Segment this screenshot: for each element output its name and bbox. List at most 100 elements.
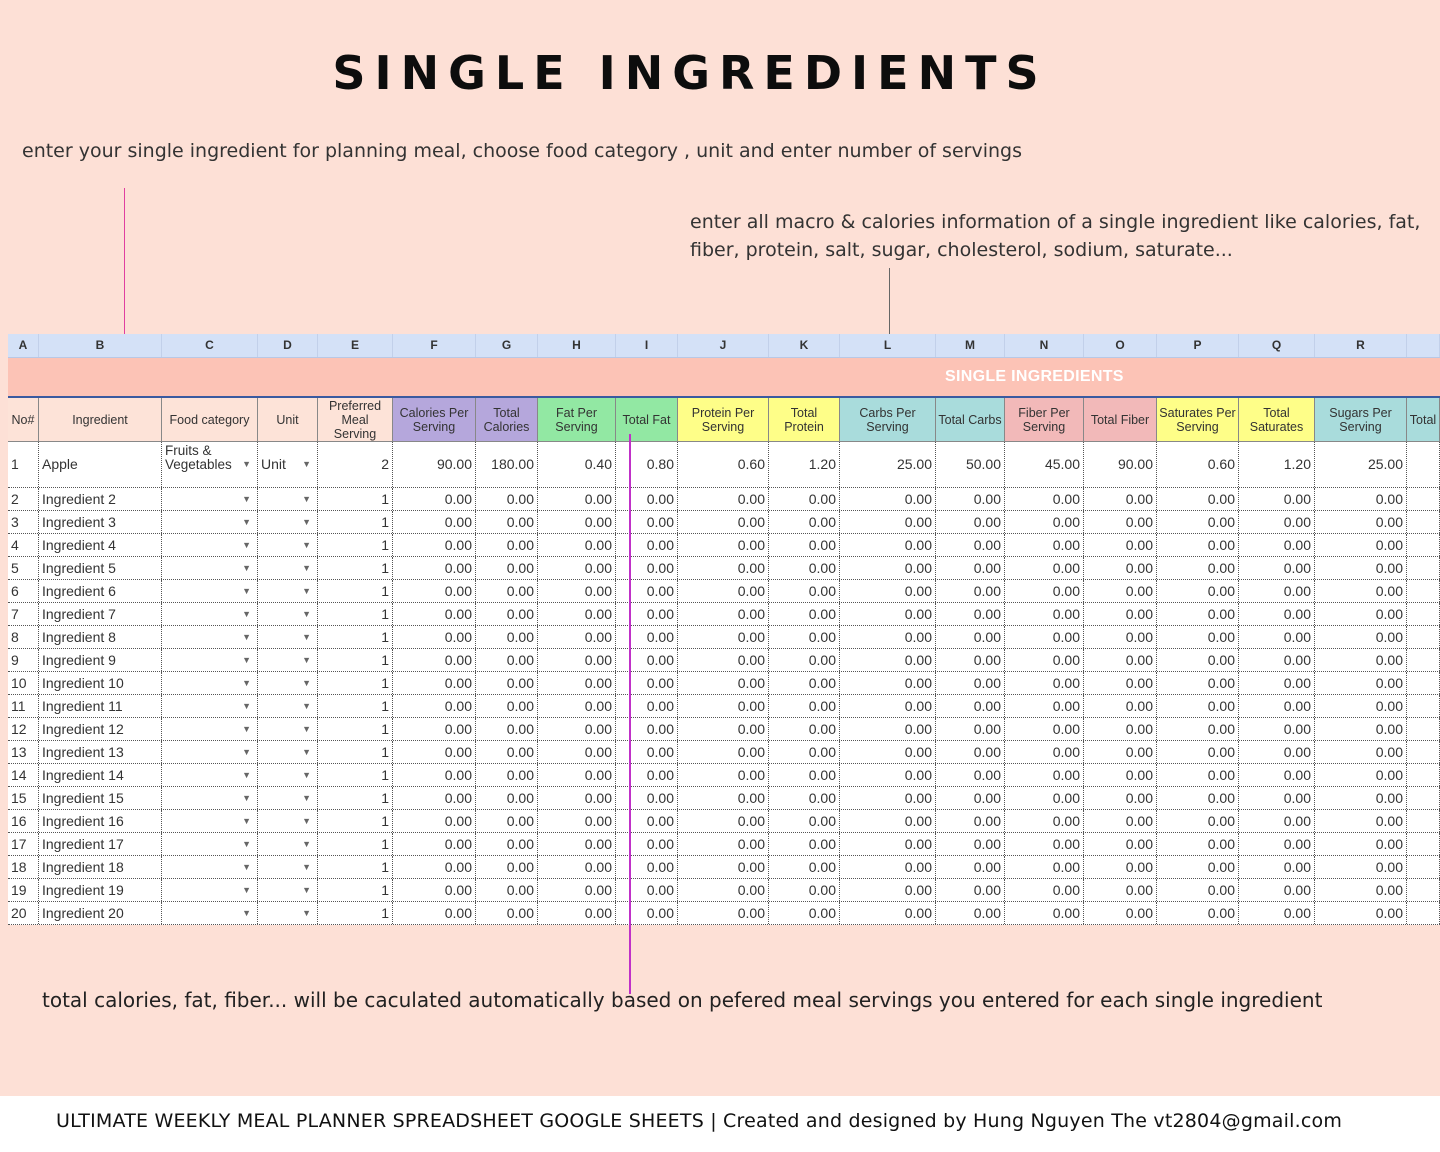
value-cell[interactable]: 0.00	[840, 810, 936, 832]
header-cell[interactable]: Food category	[162, 398, 258, 442]
header-cell[interactable]: Fiber Per Serving	[1005, 398, 1084, 442]
value-cell[interactable]: 0.00	[936, 511, 1005, 533]
food-category-dropdown[interactable]: ▼	[162, 764, 258, 786]
value-cell[interactable]: 0.00	[678, 902, 769, 924]
value-cell[interactable]: 0.00	[476, 695, 538, 717]
value-cell[interactable]: 0.00	[769, 603, 840, 625]
header-cell[interactable]: Protein Per Serving	[678, 398, 769, 442]
food-category-dropdown[interactable]: ▼	[162, 741, 258, 763]
dropdown-arrow-icon[interactable]: ▼	[242, 632, 251, 642]
value-cell[interactable]: 0.00	[1157, 488, 1239, 510]
row-number-cell[interactable]: 19	[8, 879, 39, 901]
value-cell[interactable]: 0.00	[678, 879, 769, 901]
value-cell[interactable]: 0.00	[1084, 810, 1157, 832]
value-cell[interactable]: 0.00	[1084, 741, 1157, 763]
value-cell[interactable]: 0.00	[1084, 626, 1157, 648]
value-cell[interactable]: 0.00	[538, 511, 616, 533]
value-cell[interactable]: 0.00	[769, 741, 840, 763]
value-cell[interactable]: 0.00	[616, 764, 678, 786]
value-cell[interactable]: 0.00	[538, 718, 616, 740]
value-cell[interactable]: 0.00	[538, 879, 616, 901]
value-cell[interactable]: 0.00	[616, 787, 678, 809]
ingredient-cell[interactable]: Ingredient 15	[39, 787, 162, 809]
column-letter-g[interactable]: G	[476, 334, 538, 357]
dropdown-arrow-icon[interactable]: ▼	[242, 770, 251, 780]
value-cell[interactable]: 0.00	[1315, 534, 1407, 556]
food-category-dropdown[interactable]: ▼	[162, 787, 258, 809]
value-cell[interactable]: 0.00	[1239, 787, 1315, 809]
dropdown-arrow-icon[interactable]: ▼	[242, 816, 251, 826]
value-cell[interactable]	[1407, 718, 1440, 740]
value-cell[interactable]: 0.00	[678, 557, 769, 579]
value-cell[interactable]: 0.00	[936, 534, 1005, 556]
unit-dropdown[interactable]: ▼	[258, 741, 318, 763]
value-cell[interactable]: 0.00	[840, 764, 936, 786]
value-cell[interactable]: 0.00	[538, 856, 616, 878]
value-cell[interactable]: 0.00	[476, 764, 538, 786]
ingredient-cell[interactable]: Ingredient 19	[39, 879, 162, 901]
value-cell[interactable]: 0.00	[476, 810, 538, 832]
value-cell[interactable]: 0.00	[476, 879, 538, 901]
value-cell[interactable]: 0.00	[1084, 511, 1157, 533]
value-cell[interactable]: 0.00	[840, 534, 936, 556]
value-cell[interactable]: 0.00	[1005, 580, 1084, 602]
dropdown-arrow-icon[interactable]: ▼	[242, 908, 251, 918]
value-cell[interactable]: 0.00	[616, 672, 678, 694]
value-cell[interactable]: 0.00	[538, 488, 616, 510]
value-cell[interactable]: 0.00	[393, 649, 476, 671]
value-cell[interactable]: 0.00	[476, 534, 538, 556]
food-category-dropdown[interactable]: ▼	[162, 511, 258, 533]
value-cell[interactable]: 0.00	[678, 856, 769, 878]
dropdown-arrow-icon[interactable]: ▼	[242, 609, 251, 619]
dropdown-arrow-icon[interactable]: ▼	[302, 540, 311, 550]
dropdown-arrow-icon[interactable]: ▼	[242, 793, 251, 803]
value-cell[interactable]: 0.00	[1005, 649, 1084, 671]
value-cell[interactable]: 0.00	[1315, 764, 1407, 786]
row-number-cell[interactable]: 4	[8, 534, 39, 556]
value-cell[interactable]: 0.00	[476, 833, 538, 855]
value-cell[interactable]: 0.00	[1084, 695, 1157, 717]
value-cell[interactable]: 0.00	[1239, 856, 1315, 878]
value-cell[interactable]: 0.00	[476, 902, 538, 924]
value-cell[interactable]: 0.00	[393, 856, 476, 878]
value-cell[interactable]: 0.00	[476, 626, 538, 648]
dropdown-arrow-icon[interactable]: ▼	[302, 586, 311, 596]
ingredient-cell[interactable]: Ingredient 11	[39, 695, 162, 717]
header-cell[interactable]: Preferred Meal Serving	[318, 398, 393, 442]
value-cell[interactable]: 0.00	[840, 557, 936, 579]
row-number-cell[interactable]: 14	[8, 764, 39, 786]
value-cell[interactable]: 0.00	[476, 856, 538, 878]
value-cell[interactable]	[1407, 764, 1440, 786]
unit-dropdown[interactable]: Unit ▼	[258, 442, 318, 487]
value-cell[interactable]: 0.00	[1157, 649, 1239, 671]
serving-cell[interactable]: 1	[318, 902, 393, 924]
value-cell[interactable]: 0.00	[476, 787, 538, 809]
value-cell[interactable]: 0.00	[538, 557, 616, 579]
unit-dropdown[interactable]: ▼	[258, 557, 318, 579]
value-cell[interactable]: 0.00	[538, 603, 616, 625]
column-letter-j[interactable]: J	[678, 334, 769, 357]
value-cell[interactable]: 0.00	[769, 879, 840, 901]
value-cell[interactable]: 0.00	[1005, 833, 1084, 855]
value-cell[interactable]: 0.00	[538, 902, 616, 924]
dropdown-arrow-icon[interactable]: ▼	[302, 747, 311, 757]
value-cell[interactable]: 0.00	[393, 534, 476, 556]
value-cell[interactable]: 0.00	[1315, 672, 1407, 694]
value-cell[interactable]: 0.00	[1239, 810, 1315, 832]
header-cell[interactable]: Unit	[258, 398, 318, 442]
serving-cell[interactable]: 1	[318, 626, 393, 648]
value-cell[interactable]: 180.00	[476, 442, 538, 487]
unit-dropdown[interactable]: ▼	[258, 718, 318, 740]
row-number-cell[interactable]: 1	[8, 442, 39, 487]
unit-dropdown[interactable]: ▼	[258, 580, 318, 602]
ingredient-cell[interactable]: Ingredient 2	[39, 488, 162, 510]
value-cell[interactable]: 0.00	[1239, 695, 1315, 717]
value-cell[interactable]: 0.00	[538, 833, 616, 855]
value-cell[interactable]: 0.00	[616, 695, 678, 717]
value-cell[interactable]: 0.00	[1005, 672, 1084, 694]
unit-dropdown[interactable]: ▼	[258, 833, 318, 855]
value-cell[interactable]: 0.00	[840, 672, 936, 694]
value-cell[interactable]: 0.00	[1239, 488, 1315, 510]
value-cell[interactable]: 0.00	[936, 833, 1005, 855]
value-cell[interactable]: 0.00	[1315, 603, 1407, 625]
